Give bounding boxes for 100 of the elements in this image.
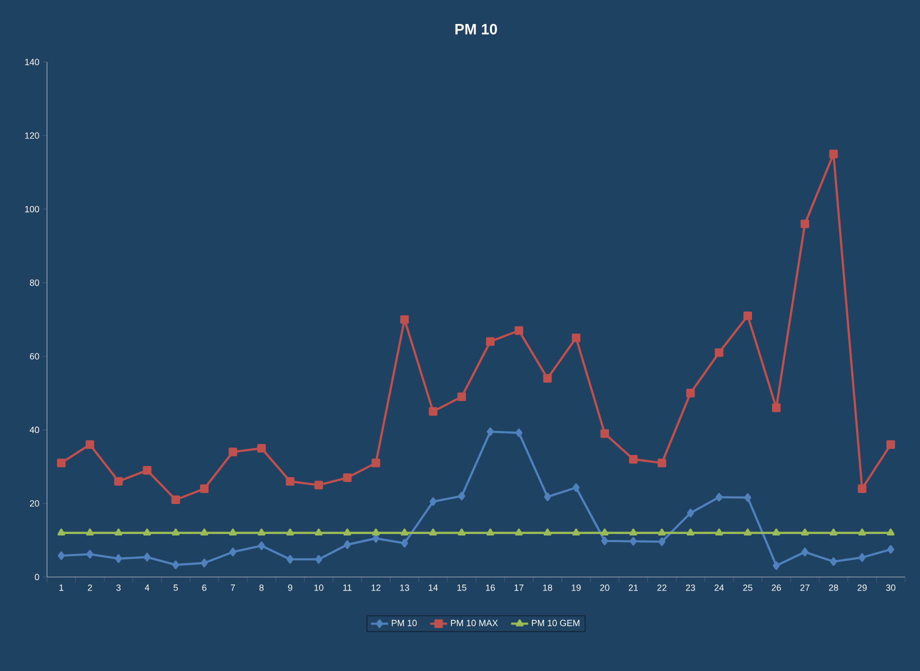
point — [142, 466, 152, 475]
point — [686, 388, 695, 398]
point — [486, 427, 494, 436]
point — [658, 528, 666, 536]
point — [743, 312, 752, 320]
y-tick-label: 80 — [30, 280, 40, 286]
x-tick-label: 20 — [600, 584, 610, 591]
point — [286, 555, 294, 564]
point — [314, 528, 323, 536]
point — [314, 480, 323, 490]
point — [258, 541, 265, 550]
point — [286, 477, 294, 486]
point — [830, 557, 837, 566]
chart-title: PM 10 — [455, 24, 497, 34]
point — [200, 558, 208, 568]
x-tick-label: 16 — [486, 584, 495, 591]
point — [486, 528, 494, 536]
point — [257, 444, 266, 453]
y-tick-label: 20 — [30, 500, 40, 507]
point — [886, 440, 895, 449]
point — [514, 326, 524, 335]
point — [143, 528, 151, 536]
x-tick-label: 24 — [714, 584, 724, 591]
point — [544, 528, 552, 536]
x-tick-label: 5 — [174, 584, 178, 591]
point — [86, 440, 94, 449]
point — [772, 561, 780, 570]
x-tick-label: 7 — [230, 584, 235, 591]
point — [572, 528, 580, 536]
point — [829, 150, 838, 158]
x-tick-label: 3 — [116, 584, 121, 591]
point — [744, 493, 752, 502]
point — [457, 392, 466, 402]
point — [858, 528, 866, 536]
y-tick-label: 140 — [25, 58, 40, 66]
x-tick-label: 1 — [59, 584, 64, 591]
x-tick-label: 4 — [144, 584, 150, 591]
point — [343, 528, 352, 536]
point — [715, 528, 723, 536]
point — [600, 429, 609, 438]
point — [400, 315, 409, 324]
point — [800, 220, 810, 228]
point — [372, 528, 380, 536]
point — [429, 528, 437, 536]
point — [658, 537, 666, 546]
point — [572, 334, 580, 342]
point — [858, 553, 866, 562]
x-tick-label: 9 — [288, 584, 292, 591]
x-tick-label: 27 — [800, 584, 810, 591]
point — [115, 554, 122, 563]
point — [458, 528, 466, 536]
point — [401, 538, 408, 548]
point — [144, 552, 151, 562]
point — [600, 528, 609, 536]
x-tick-label: 28 — [828, 584, 838, 591]
x-tick-label: 19 — [572, 584, 581, 591]
point — [801, 528, 809, 536]
point — [772, 528, 780, 536]
x-tick-label: 2 — [88, 584, 92, 591]
point — [400, 528, 408, 536]
point — [86, 528, 94, 536]
point — [372, 458, 380, 468]
y-tick-label: 60 — [30, 353, 40, 360]
y-tick-label: 100 — [25, 206, 40, 212]
point — [200, 528, 208, 536]
point — [629, 528, 638, 536]
point — [228, 448, 238, 456]
point — [630, 537, 637, 546]
point — [744, 528, 752, 536]
x-tick-label: 22 — [657, 584, 666, 591]
point — [515, 528, 523, 536]
point — [714, 348, 724, 357]
point — [343, 473, 352, 482]
point — [200, 484, 209, 493]
x-tick-label: 25 — [743, 584, 752, 591]
x-tick-label: 11 — [343, 584, 352, 591]
point — [86, 550, 94, 558]
point — [486, 337, 495, 346]
point — [601, 536, 608, 546]
point — [114, 477, 123, 486]
point — [258, 528, 266, 536]
x-tick-label: 21 — [628, 584, 638, 591]
y-tick-label: 0 — [34, 574, 40, 580]
point — [772, 404, 781, 412]
x-tick-label: 17 — [514, 584, 524, 591]
y-tick-label: 120 — [25, 132, 40, 139]
point — [458, 492, 466, 500]
x-tick-label: 8 — [259, 584, 264, 591]
point — [629, 455, 638, 464]
point — [430, 497, 437, 506]
point — [172, 560, 180, 570]
point — [344, 540, 351, 549]
x-tick-label: 12 — [372, 584, 380, 591]
point — [172, 528, 180, 536]
point — [887, 545, 894, 554]
legend-label: PM 10 MAX — [450, 620, 498, 626]
point — [57, 528, 66, 536]
x-tick-label: 15 — [457, 584, 466, 591]
point — [686, 528, 694, 536]
point — [572, 483, 580, 492]
